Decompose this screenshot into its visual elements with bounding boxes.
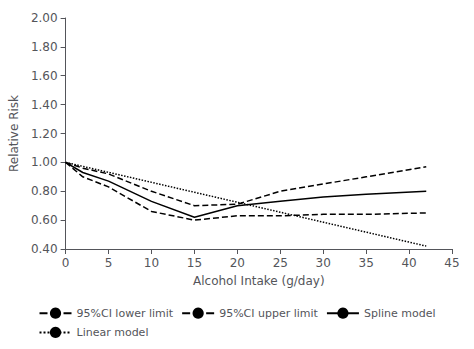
svg-text:1.80: 1.80 bbox=[31, 40, 58, 54]
svg-text:0.40: 0.40 bbox=[31, 242, 58, 256]
svg-text:40: 40 bbox=[401, 256, 416, 270]
svg-text:1.60: 1.60 bbox=[31, 69, 58, 83]
svg-text:0.60: 0.60 bbox=[31, 213, 58, 227]
svg-text:2.00: 2.00 bbox=[31, 11, 58, 25]
svg-text:1.40: 1.40 bbox=[31, 98, 58, 112]
svg-text:95%CI lower limit: 95%CI lower limit bbox=[77, 307, 174, 320]
svg-text:1.00: 1.00 bbox=[31, 155, 58, 169]
svg-text:30: 30 bbox=[316, 256, 331, 270]
svg-text:Spline model: Spline model bbox=[364, 307, 436, 320]
svg-text:Linear model: Linear model bbox=[77, 326, 149, 339]
svg-text:0.80: 0.80 bbox=[31, 184, 58, 198]
svg-text:45: 45 bbox=[444, 256, 459, 270]
svg-text:1.20: 1.20 bbox=[31, 127, 58, 141]
svg-text:10: 10 bbox=[144, 256, 159, 270]
svg-text:95%CI upper limit: 95%CI upper limit bbox=[219, 307, 318, 320]
svg-text:Alcohol Intake (g/day): Alcohol Intake (g/day) bbox=[193, 274, 325, 288]
svg-text:Relative Risk: Relative Risk bbox=[7, 95, 21, 172]
svg-text:20: 20 bbox=[230, 256, 245, 270]
svg-text:35: 35 bbox=[358, 256, 373, 270]
svg-text:0: 0 bbox=[62, 256, 70, 270]
svg-text:25: 25 bbox=[273, 256, 288, 270]
svg-text:5: 5 bbox=[105, 256, 113, 270]
svg-text:15: 15 bbox=[187, 256, 202, 270]
